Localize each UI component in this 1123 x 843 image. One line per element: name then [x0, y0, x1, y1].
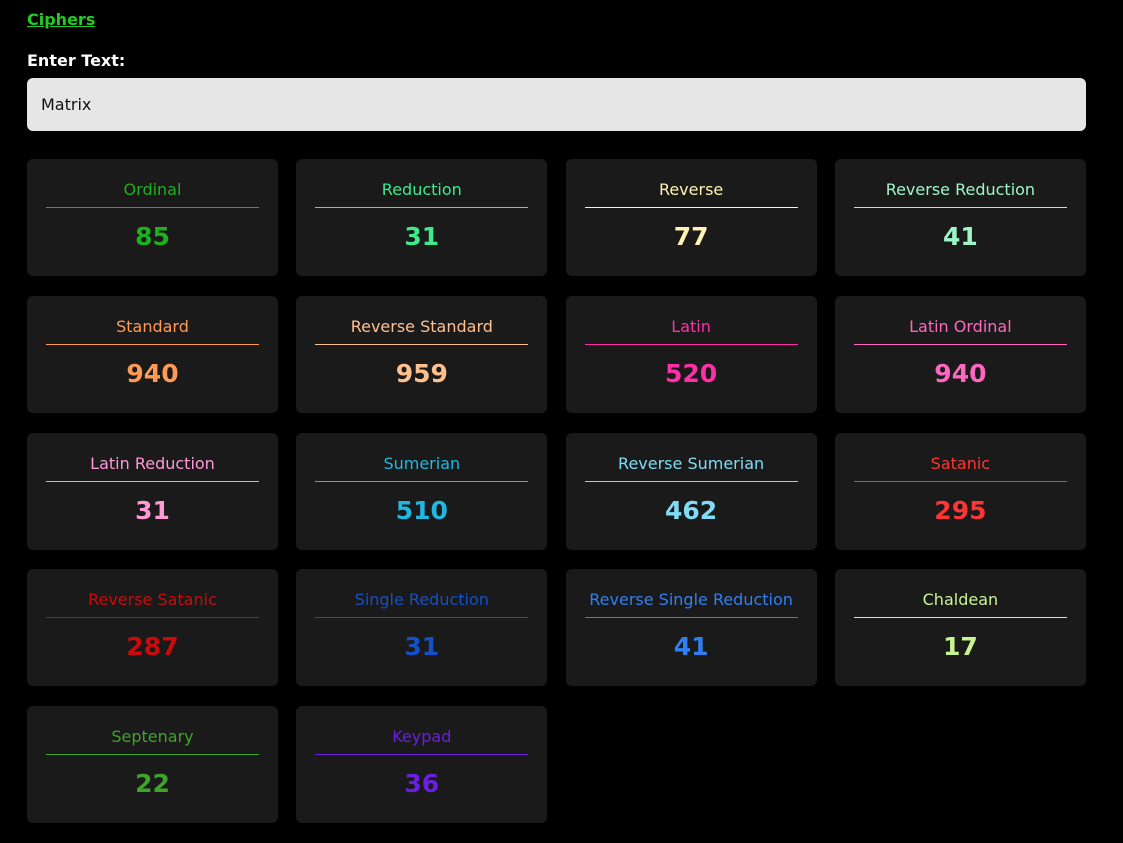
- cipher-name: Ordinal: [123, 180, 182, 199]
- cipher-name: Satanic: [930, 453, 991, 473]
- cipher-divider: [315, 343, 529, 345]
- cipher-name: Latin Reduction: [90, 453, 215, 473]
- cipher-card-ordinal[interactable]: Ordinal 85: [27, 159, 278, 276]
- cipher-name: Reverse Sumerian: [618, 453, 765, 473]
- cipher-value: 510: [395, 495, 448, 525]
- text-input[interactable]: [27, 78, 1086, 131]
- cipher-card-keypad[interactable]: Keypad 36: [296, 706, 548, 824]
- cipher-value: 295: [934, 495, 987, 525]
- cipher-divider: [315, 207, 529, 208]
- cipher-value: 41: [942, 222, 978, 251]
- cipher-value: 959: [395, 358, 448, 388]
- cipher-divider: [853, 480, 1067, 482]
- cipher-card-latin-ordinal[interactable]: Latin Ordinal 940: [834, 295, 1086, 413]
- cipher-name: Reverse Single Reduction: [589, 590, 793, 610]
- cipher-card-septenary[interactable]: Septenary 22: [27, 706, 278, 824]
- cipher-name: Reverse: [658, 180, 724, 199]
- cipher-card-reverse-sumerian[interactable]: Reverse Sumerian 462: [565, 432, 817, 550]
- cipher-divider: [46, 343, 259, 345]
- cipher-name: Chaldean: [922, 590, 999, 610]
- cipher-name: Latin: [671, 316, 711, 336]
- cipher-divider: [584, 617, 798, 619]
- cipher-value: 940: [126, 358, 179, 388]
- cipher-value: 287: [126, 632, 179, 662]
- cipher-divider: [853, 343, 1067, 345]
- cipher-card-reverse[interactable]: Reverse 77: [565, 159, 817, 276]
- cipher-name: Standard: [116, 316, 189, 336]
- cipher-divider: [584, 480, 798, 482]
- cipher-card-satanic[interactable]: Satanic 295: [834, 432, 1086, 550]
- cipher-name: Single Reduction: [354, 590, 489, 610]
- cipher-divider: [46, 207, 259, 208]
- cipher-name: Reverse Reduction: [885, 180, 1036, 199]
- cipher-card-reduction[interactable]: Reduction 31: [296, 159, 548, 276]
- ciphers-link[interactable]: Ciphers: [27, 10, 96, 29]
- cipher-value: 85: [135, 222, 170, 251]
- cipher-divider: [315, 617, 529, 619]
- cipher-value: 31: [404, 632, 440, 662]
- cipher-card-standard[interactable]: Standard 940: [27, 295, 278, 413]
- cipher-divider: [315, 480, 529, 482]
- cipher-card-reverse-standard[interactable]: Reverse Standard 959: [296, 295, 548, 413]
- cipher-value: 77: [673, 222, 709, 251]
- cipher-divider: [46, 480, 259, 482]
- cipher-name: Reverse Standard: [350, 316, 493, 336]
- cipher-grid: Ordinal 85 Reduction 31 Reverse 77 Reverse Red…: [27, 159, 1086, 824]
- cipher-value: 940: [934, 358, 987, 388]
- cipher-card-latin[interactable]: Latin 520: [565, 295, 817, 413]
- cipher-card-latin-reduction[interactable]: Latin Reduction 31: [27, 432, 278, 550]
- cipher-value: 41: [673, 632, 709, 662]
- cipher-name: Sumerian: [383, 453, 461, 473]
- cipher-card-chaldean[interactable]: Chaldean 17: [834, 569, 1086, 687]
- cipher-name: Reverse Satanic: [88, 590, 217, 610]
- cipher-name: Septenary: [111, 727, 194, 747]
- enter-text-label: Enter Text:: [27, 51, 126, 70]
- cipher-value: 31: [404, 222, 440, 251]
- cipher-value: 31: [135, 495, 170, 525]
- cipher-card-sumerian[interactable]: Sumerian 510: [296, 432, 548, 550]
- cipher-value: 36: [404, 769, 440, 799]
- cipher-divider: [315, 754, 529, 756]
- cipher-name: Reduction: [381, 180, 462, 199]
- cipher-card-reverse-reduction[interactable]: Reverse Reduction 41: [834, 159, 1086, 276]
- cipher-divider: [46, 617, 259, 619]
- cipher-divider: [584, 207, 798, 208]
- cipher-card-reverse-single-reduction[interactable]: Reverse Single Reduction 41: [565, 569, 817, 687]
- cipher-value: 22: [135, 769, 170, 799]
- cipher-divider: [853, 207, 1067, 208]
- cipher-value: 17: [942, 632, 978, 662]
- cipher-divider: [584, 343, 798, 345]
- cipher-value: 462: [665, 495, 718, 525]
- cipher-divider: [46, 754, 259, 756]
- cipher-card-reverse-satanic[interactable]: Reverse Satanic 287: [27, 569, 278, 687]
- cipher-name: Latin Ordinal: [909, 316, 1012, 336]
- cipher-divider: [853, 617, 1067, 619]
- cipher-card-single-reduction[interactable]: Single Reduction 31: [296, 569, 548, 687]
- cipher-name: Keypad: [392, 727, 452, 747]
- cipher-value: 520: [665, 358, 718, 388]
